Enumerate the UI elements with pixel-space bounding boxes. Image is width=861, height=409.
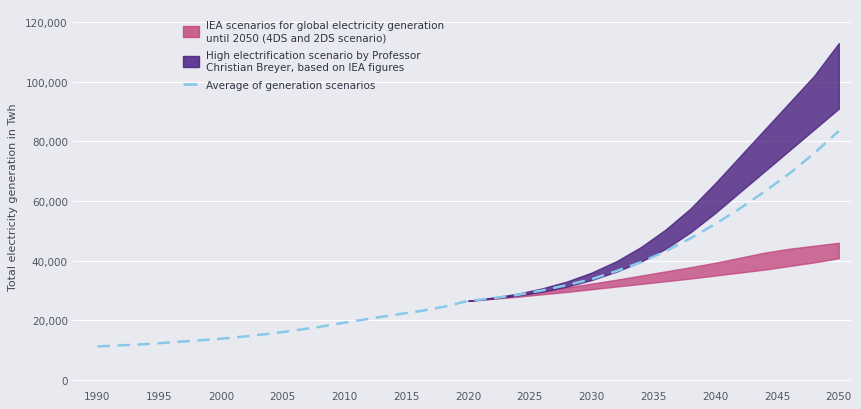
Y-axis label: Total electricity generation in Twh: Total electricity generation in Twh: [9, 103, 18, 291]
Legend: IEA scenarios for global electricity generation
until 2050 (4DS and 2DS scenario: IEA scenarios for global electricity gen…: [179, 17, 448, 95]
